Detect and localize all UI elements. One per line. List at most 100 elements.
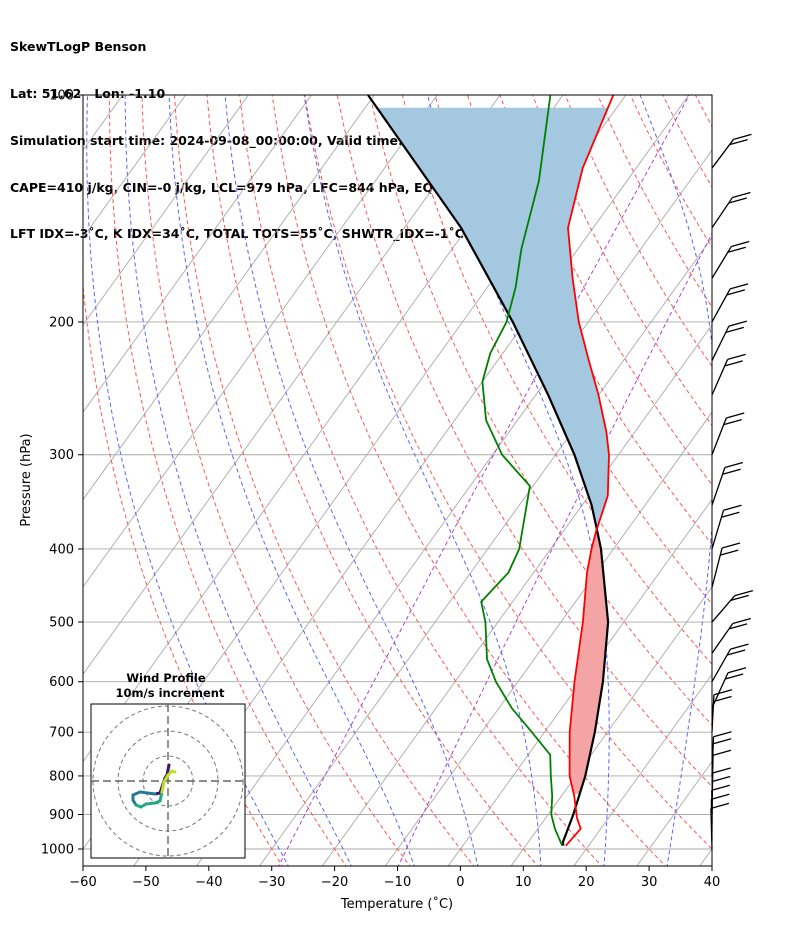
wind-barb-staff <box>711 417 727 455</box>
wind-barb <box>711 504 742 550</box>
dry-adiabat-line <box>304 95 712 850</box>
wind-barb-flag <box>712 775 731 783</box>
wind-barb-flag <box>734 589 754 597</box>
wind-barb <box>711 784 730 833</box>
wind-barb-flag <box>721 511 740 518</box>
dry-adiabat-line <box>401 95 712 665</box>
wind-barb-flag <box>724 461 744 469</box>
x-tick-label: 0 <box>456 875 464 890</box>
cape-shaded-area <box>569 532 609 794</box>
wind-barb <box>711 353 746 396</box>
wind-barb-staff <box>711 246 732 279</box>
wind-barb-flag <box>726 649 746 656</box>
dry-adiabat-line <box>499 95 712 486</box>
wind-barb <box>711 689 733 733</box>
wind-barb <box>711 667 747 709</box>
wind-barb <box>710 802 730 850</box>
wind-barb <box>710 793 730 841</box>
isotherm-line <box>510 586 712 866</box>
wind-barb-flag <box>727 667 747 674</box>
dry-adiabat-line <box>467 95 712 545</box>
dewpoint-profile-line <box>480 95 564 847</box>
wind-barb-flag <box>725 326 745 333</box>
isotherm-line <box>258 236 712 866</box>
dry-adiabat-line <box>174 95 475 866</box>
wind-barb-flag <box>729 283 749 290</box>
hodograph-trace <box>158 790 164 803</box>
isotherm-line <box>0 78 72 868</box>
isotherm-line <box>636 760 712 866</box>
x-tick-label: −20 <box>321 875 348 890</box>
moist-adiabat-line <box>224 95 479 866</box>
hodograph-trace <box>170 769 177 774</box>
wind-barb-flag <box>713 738 732 745</box>
wind-barb-staff <box>711 325 730 361</box>
wind-barb-flag <box>724 360 743 367</box>
dry-adiabat-line <box>239 95 603 866</box>
wind-barb <box>711 240 750 279</box>
dry-adiabat-line <box>728 95 794 868</box>
wind-barb-flag <box>731 240 750 248</box>
wind-barb <box>711 731 732 776</box>
dry-adiabat-line <box>662 95 712 189</box>
wind-barb-flag <box>712 749 732 756</box>
wind-barb-staff <box>711 510 725 550</box>
y-tick-label: 600 <box>49 675 74 690</box>
wind-barb-flag <box>712 767 731 774</box>
wind-barb-flag <box>726 289 746 296</box>
mixing-ratio-line <box>278 95 690 866</box>
wind-barb-flag <box>728 623 748 630</box>
isotherm-line <box>447 498 712 866</box>
x-tick-label: 20 <box>578 875 595 890</box>
wind-barb-flag <box>726 412 745 419</box>
x-tick-label: −40 <box>195 875 222 890</box>
wind-barb-flag <box>721 542 741 549</box>
y-tick-label: 800 <box>49 769 74 784</box>
wind-barb-flag <box>730 643 749 650</box>
y-tick-label: 100 <box>49 89 74 104</box>
wind-barb <box>711 191 751 229</box>
wind-barb <box>711 542 741 588</box>
y-tick-label: 700 <box>49 726 74 741</box>
isotherm-line <box>761 78 794 868</box>
dry-adiabat-line <box>336 95 712 788</box>
wind-barb-staff <box>711 359 729 396</box>
axis-ticks: −60 −50 −40 −30 −20 −10 0 10 20 30 40 100 200 300 400 5… <box>41 89 720 891</box>
isotherm-line <box>83 95 501 676</box>
isotherm-line <box>83 95 250 326</box>
wind-barb <box>711 133 752 169</box>
x-tick-label: 40 <box>704 875 721 890</box>
temperature-profile-line <box>565 95 615 847</box>
wind-barb-flag <box>732 617 751 625</box>
dry-adiabat-line <box>108 95 347 866</box>
wind-barb-staff <box>711 547 723 588</box>
isotherm-line <box>83 95 312 413</box>
wind-barb-flag <box>733 133 752 141</box>
wind-barb-staff <box>711 139 735 169</box>
y-tick-label: 900 <box>49 808 74 823</box>
wind-barb-staff <box>711 288 731 323</box>
hodograph-trace <box>138 790 157 796</box>
wind-barb-flag <box>713 689 733 696</box>
dry-adiabat-line <box>532 95 712 427</box>
isotherm-line <box>83 95 187 239</box>
y-tick-label: 1000 <box>41 843 74 858</box>
isotherm-line <box>573 673 712 866</box>
wind-barb-flag <box>727 246 746 253</box>
y-tick-label: 400 <box>49 542 74 557</box>
parcel-profile-line <box>367 95 610 846</box>
dry-adiabat-line <box>141 95 411 866</box>
isotherm-line <box>0 78 9 868</box>
wind-barb <box>711 617 751 654</box>
wind-barb <box>711 461 744 506</box>
dry-adiabat-line <box>761 95 794 868</box>
dry-adiabat-line <box>83 280 283 866</box>
wind-barb-flag <box>727 353 746 361</box>
x-tick-label: −30 <box>258 875 285 890</box>
wind-barb-flag <box>713 695 732 703</box>
wind-barb-flag <box>722 468 741 475</box>
y-tick-label: 500 <box>49 616 74 631</box>
wind-barb-flag <box>720 549 739 556</box>
moist-adiabat-line <box>426 95 610 866</box>
